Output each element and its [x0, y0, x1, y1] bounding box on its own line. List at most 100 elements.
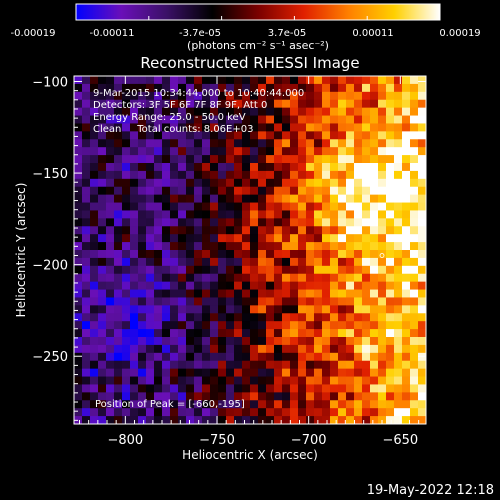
heatmap-cell: [226, 400, 235, 409]
heatmap-cell: [306, 337, 315, 346]
heatmap-cell: [306, 250, 315, 259]
heatmap-cell: [106, 155, 115, 164]
heatmap-cell: [418, 368, 426, 378]
heatmap-cell: [402, 321, 411, 330]
heatmap-cell: [122, 83, 131, 93]
heatmap-cell: [74, 273, 83, 283]
heatmap-cell: [194, 194, 203, 204]
heatmap-cell: [154, 400, 163, 409]
heatmap-cell: [90, 321, 99, 330]
heatmap-cell: [346, 107, 355, 117]
heatmap-cell: [418, 226, 426, 235]
heatmap-cell: [418, 202, 426, 212]
heatmap-cell: [130, 376, 139, 386]
heatmap-cell: [330, 76, 339, 85]
heatmap-cell: [178, 289, 187, 299]
heatmap-cell: [394, 392, 403, 401]
heatmap-cell: [130, 83, 139, 93]
heatmap-cell: [306, 115, 315, 125]
heatmap-cell: [386, 123, 395, 132]
plot-frame: [73, 75, 427, 425]
heatmap-cell: [354, 170, 363, 180]
heatmap-cell: [170, 384, 179, 393]
heatmap-cell: [154, 163, 163, 172]
heatmap-cell: [346, 400, 355, 409]
heatmap-cell: [186, 147, 195, 156]
heatmap-cell: [218, 273, 227, 283]
heatmap-cell: [386, 344, 395, 354]
heatmap-cell: [226, 360, 235, 370]
heatmap-cell: [178, 76, 187, 85]
heatmap-cell: [290, 163, 299, 172]
heatmap-cell: [402, 368, 411, 378]
heatmap-cell: [106, 337, 115, 346]
heatmap-cell: [274, 107, 283, 117]
heatmap-cell: [418, 337, 426, 346]
heatmap-cell: [402, 178, 411, 188]
heatmap-cell: [338, 123, 347, 132]
heatmap-cell: [418, 392, 426, 401]
heatmap-cell: [258, 178, 267, 188]
heatmap-cell: [114, 218, 123, 227]
heatmap-cell: [298, 147, 307, 156]
heatmap-cell: [146, 242, 155, 251]
heatmap-cell: [122, 226, 131, 235]
heatmap-cell: [290, 234, 299, 243]
heatmap-cell: [242, 337, 251, 346]
heatmap-cell: [226, 344, 235, 354]
heatmap-cell: [370, 352, 379, 362]
heatmap-cell: [274, 376, 283, 386]
heatmap-cell: [194, 257, 203, 267]
heatmap-cell: [410, 242, 419, 251]
heatmap-cell: [250, 297, 259, 306]
heatmap-cell: [178, 408, 187, 417]
heatmap-cell: [274, 360, 283, 370]
heatmap-cell: [274, 321, 283, 330]
heatmap-cell: [106, 352, 115, 362]
heatmap-cell: [338, 392, 347, 401]
heatmap-cell: [322, 147, 331, 156]
heatmap-cell: [354, 194, 363, 204]
heatmap-cell: [250, 329, 259, 338]
heatmap-cell: [122, 170, 131, 180]
heatmap-cell: [394, 139, 403, 148]
heatmap-cell: [154, 123, 163, 132]
heatmap-cell: [242, 257, 251, 267]
heatmap-cell: [114, 384, 123, 393]
heatmap-cell: [330, 321, 339, 330]
heatmap-cell: [234, 400, 243, 409]
heatmap-cell: [202, 408, 211, 417]
heatmap-cell: [242, 352, 251, 362]
heatmap-cell: [74, 147, 83, 156]
heatmap-cell: [242, 123, 251, 132]
heatmap-cell: [346, 99, 355, 109]
heatmap-cell: [378, 123, 387, 132]
heatmap-cell: [242, 115, 251, 125]
heatmap-cell: [186, 313, 195, 322]
heatmap-cell: [98, 384, 107, 393]
heatmap-cell: [106, 210, 115, 219]
heatmap-cell: [402, 281, 411, 291]
heatmap-cell: [210, 321, 219, 330]
heatmap-cell: [106, 83, 115, 93]
heatmap-cell: [186, 337, 195, 346]
heatmap-cell: [298, 376, 307, 386]
heatmap-cell: [330, 115, 339, 125]
heatmap-cell: [98, 218, 107, 227]
heatmap-cell: [82, 194, 91, 204]
heatmap-cell: [210, 123, 219, 132]
heatmap-cell: [354, 344, 363, 354]
heatmap-cell: [282, 178, 291, 188]
heatmap-cell: [74, 250, 83, 259]
heatmap-cell: [370, 123, 379, 132]
heatmap-cell: [394, 99, 403, 109]
heatmap-cell: [418, 123, 426, 132]
heatmap-cell: [346, 313, 355, 322]
heatmap-cell: [226, 91, 235, 101]
heatmap-cell: [90, 360, 99, 370]
heatmap-cell: [338, 76, 347, 85]
heatmap-cell: [194, 313, 203, 322]
heatmap-cell: [242, 99, 251, 109]
heatmap-cell: [82, 376, 91, 386]
heatmap-cell: [242, 250, 251, 259]
